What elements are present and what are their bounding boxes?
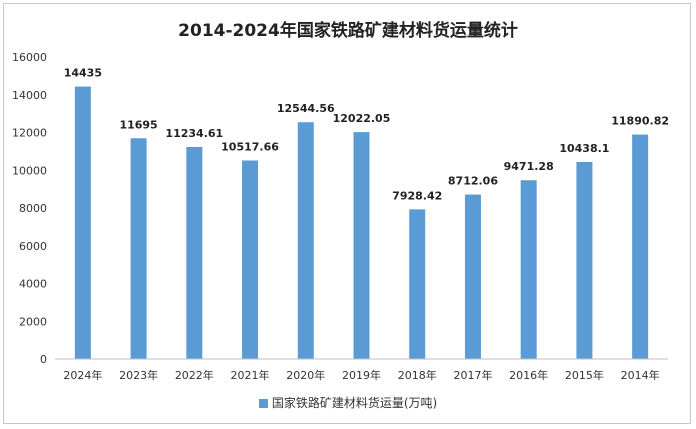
bar: [520, 180, 537, 359]
x-tick-label: 2020年: [286, 368, 325, 382]
data-label: 11695: [119, 118, 157, 131]
legend-label: 国家铁路矿建材料货运量(万吨): [271, 396, 438, 410]
x-tick-label: 2016年: [509, 368, 548, 382]
x-tick-label: 2018年: [398, 368, 437, 382]
bar: [409, 209, 426, 359]
data-label: 10438.1: [559, 142, 609, 155]
bars: [74, 86, 649, 360]
x-tick-label: 2024年: [63, 368, 102, 382]
bar: [353, 132, 370, 359]
bar: [297, 122, 314, 359]
x-tick-label: 2023年: [119, 368, 158, 382]
bar: [464, 194, 481, 359]
bar: [74, 86, 91, 360]
data-label: 11234.61: [165, 127, 223, 140]
data-label: 9471.28: [504, 160, 554, 173]
data-label: 10517.66: [221, 140, 279, 153]
chart-frame: [3, 3, 691, 424]
y-tick-label: 8000: [19, 202, 47, 215]
y-axis: 0 2000 4000 6000 8000 10000 12000 14000 16000: [12, 51, 47, 366]
bar: [632, 134, 649, 359]
data-label: 11890.82: [611, 115, 669, 128]
data-label: 14435: [64, 67, 102, 80]
bar: [186, 146, 203, 359]
legend-swatch: [258, 399, 268, 408]
legend: 国家铁路矿建材料货运量(万吨): [0, 394, 696, 411]
x-axis: 2024年 2023年 2022年 2021年 2020年 2019年 2018年 2017年…: [55, 358, 668, 382]
data-label: 12544.56: [277, 102, 335, 115]
y-tick-label: 12000: [12, 127, 47, 140]
x-tick-label: 2019年: [342, 368, 381, 382]
data-label: 12022.05: [333, 112, 391, 125]
y-tick-label: 14000: [12, 89, 47, 102]
x-tick-label: 2015年: [565, 368, 604, 382]
x-tick-label: 2014年: [621, 368, 660, 382]
y-tick-label: 10000: [12, 164, 47, 177]
chart-title: 2014-2024年国家铁路矿建材料货运量统计: [178, 21, 518, 41]
y-tick-label: 0: [40, 353, 47, 366]
bar: [130, 138, 147, 359]
y-tick-label: 16000: [12, 51, 47, 64]
x-tick-label: 2022年: [175, 368, 214, 382]
y-tick-label: 4000: [19, 278, 47, 291]
bar: [576, 161, 593, 359]
data-label: 7928.42: [392, 189, 442, 202]
y-tick-label: 6000: [19, 240, 47, 253]
x-tick-label: 2021年: [231, 368, 270, 382]
x-tick-label: 2017年: [453, 368, 492, 382]
y-tick-label: 2000: [19, 315, 47, 328]
data-label: 8712.06: [448, 175, 498, 188]
bar: [242, 160, 259, 359]
